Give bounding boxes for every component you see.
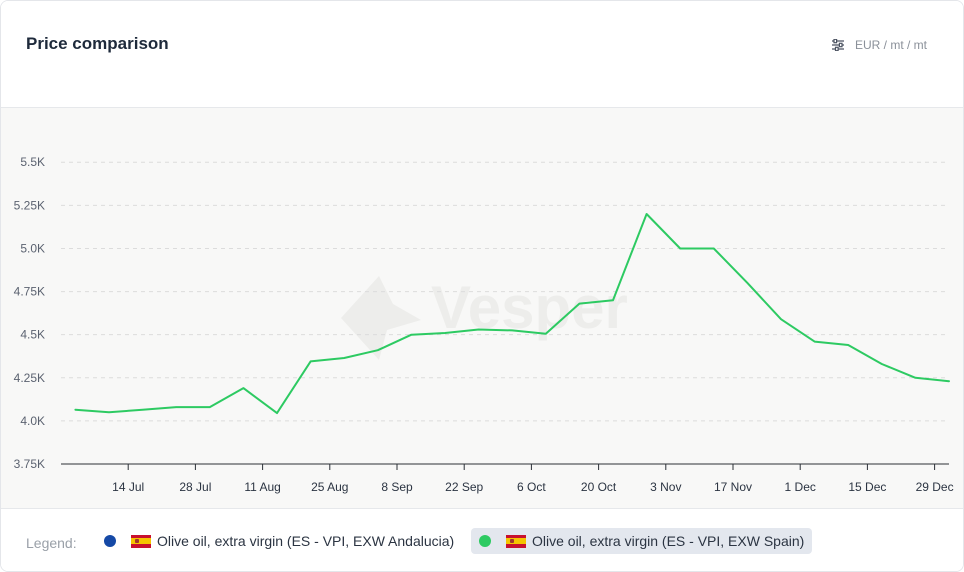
data-point (578, 303, 580, 305)
data-point (478, 329, 480, 331)
x-tick-label: 14 Jul (112, 480, 144, 494)
line-chart: Vesper 3.75K 4.0K 4.25K 4.5K 4.75K 5.0K 5.25K 5.… (14, 155, 954, 494)
y-tick-label: 4.25K (14, 371, 45, 385)
data-point (444, 332, 446, 334)
spain-flag-icon (506, 534, 526, 548)
x-tick-label: 1 Dec (785, 480, 816, 494)
legend-item-label: Olive oil, extra virgin (ES - VPI, EXW S… (532, 533, 805, 549)
series-color-dot (104, 535, 116, 547)
x-tick-label: 8 Sep (381, 480, 413, 494)
data-point (814, 341, 816, 343)
legend-label: Legend: (26, 535, 77, 551)
y-tick-label: 4.5K (20, 328, 45, 342)
plot-area: Vesper 3.75K 4.0K 4.25K 4.5K 4.75K 5.0K 5.25K 5.… (1, 108, 963, 508)
y-tick-label: 5.0K (20, 241, 45, 255)
x-tick-label: 15 Dec (848, 480, 886, 494)
x-tick-label: 17 Nov (714, 480, 752, 494)
data-point (74, 409, 76, 411)
y-tick-label: 5.25K (14, 198, 45, 212)
data-point (410, 334, 412, 336)
data-point (948, 380, 950, 382)
series-line (74, 213, 950, 415)
data-point (276, 412, 278, 414)
y-tick-label: 5.5K (20, 155, 45, 169)
data-point (343, 357, 345, 359)
y-tick-label: 4.0K (20, 414, 45, 428)
data-point (545, 333, 547, 335)
x-tick-label: 6 Oct (517, 480, 546, 494)
data-point (108, 411, 110, 413)
spain-flag-icon (131, 534, 151, 548)
data-point (914, 377, 916, 379)
data-point (142, 409, 144, 411)
data-point (847, 344, 849, 346)
data-point (746, 282, 748, 284)
x-tick-label: 3 Nov (650, 480, 681, 494)
data-point (679, 247, 681, 249)
y-tick-label: 4.75K (14, 285, 45, 299)
data-point (881, 363, 883, 365)
x-tick-label: 28 Jul (179, 480, 211, 494)
watermark-logo-icon (341, 276, 421, 360)
data-point (612, 299, 614, 301)
data-point (310, 360, 312, 362)
legend-item-spain[interactable]: Olive oil, extra virgin (ES - VPI, EXW S… (471, 528, 813, 554)
y-tick-label: 3.75K (14, 457, 45, 471)
data-point (780, 318, 782, 320)
data-point (511, 329, 513, 331)
x-tick-label: 11 Aug (244, 480, 280, 494)
watermark-text: Vesper (431, 274, 628, 341)
card-header: Price comparison EUR / mt / mt (1, 1, 963, 108)
data-point (209, 406, 211, 408)
units-label: EUR / mt / mt (855, 38, 927, 52)
units-selector[interactable]: EUR / mt / mt (831, 38, 927, 52)
data-point (646, 213, 648, 215)
x-tick-label: 25 Aug (311, 480, 348, 494)
x-tick-label: 22 Sep (445, 480, 483, 494)
x-tick-label: 29 Dec (916, 480, 954, 494)
legend-item-andalucia[interactable]: Olive oil, extra virgin (ES - VPI, EXW A… (96, 528, 462, 554)
chart-title: Price comparison (26, 34, 169, 53)
legend: Legend: Olive oil, extra virgin (ES - VP… (1, 508, 963, 571)
x-tick-label: 20 Oct (581, 480, 617, 494)
data-point (377, 349, 379, 351)
data-point (242, 387, 244, 389)
data-point (175, 406, 177, 408)
data-point (713, 247, 715, 249)
legend-item-label: Olive oil, extra virgin (ES - VPI, EXW A… (157, 533, 455, 549)
sliders-icon (831, 39, 845, 51)
series-color-dot (479, 535, 491, 547)
